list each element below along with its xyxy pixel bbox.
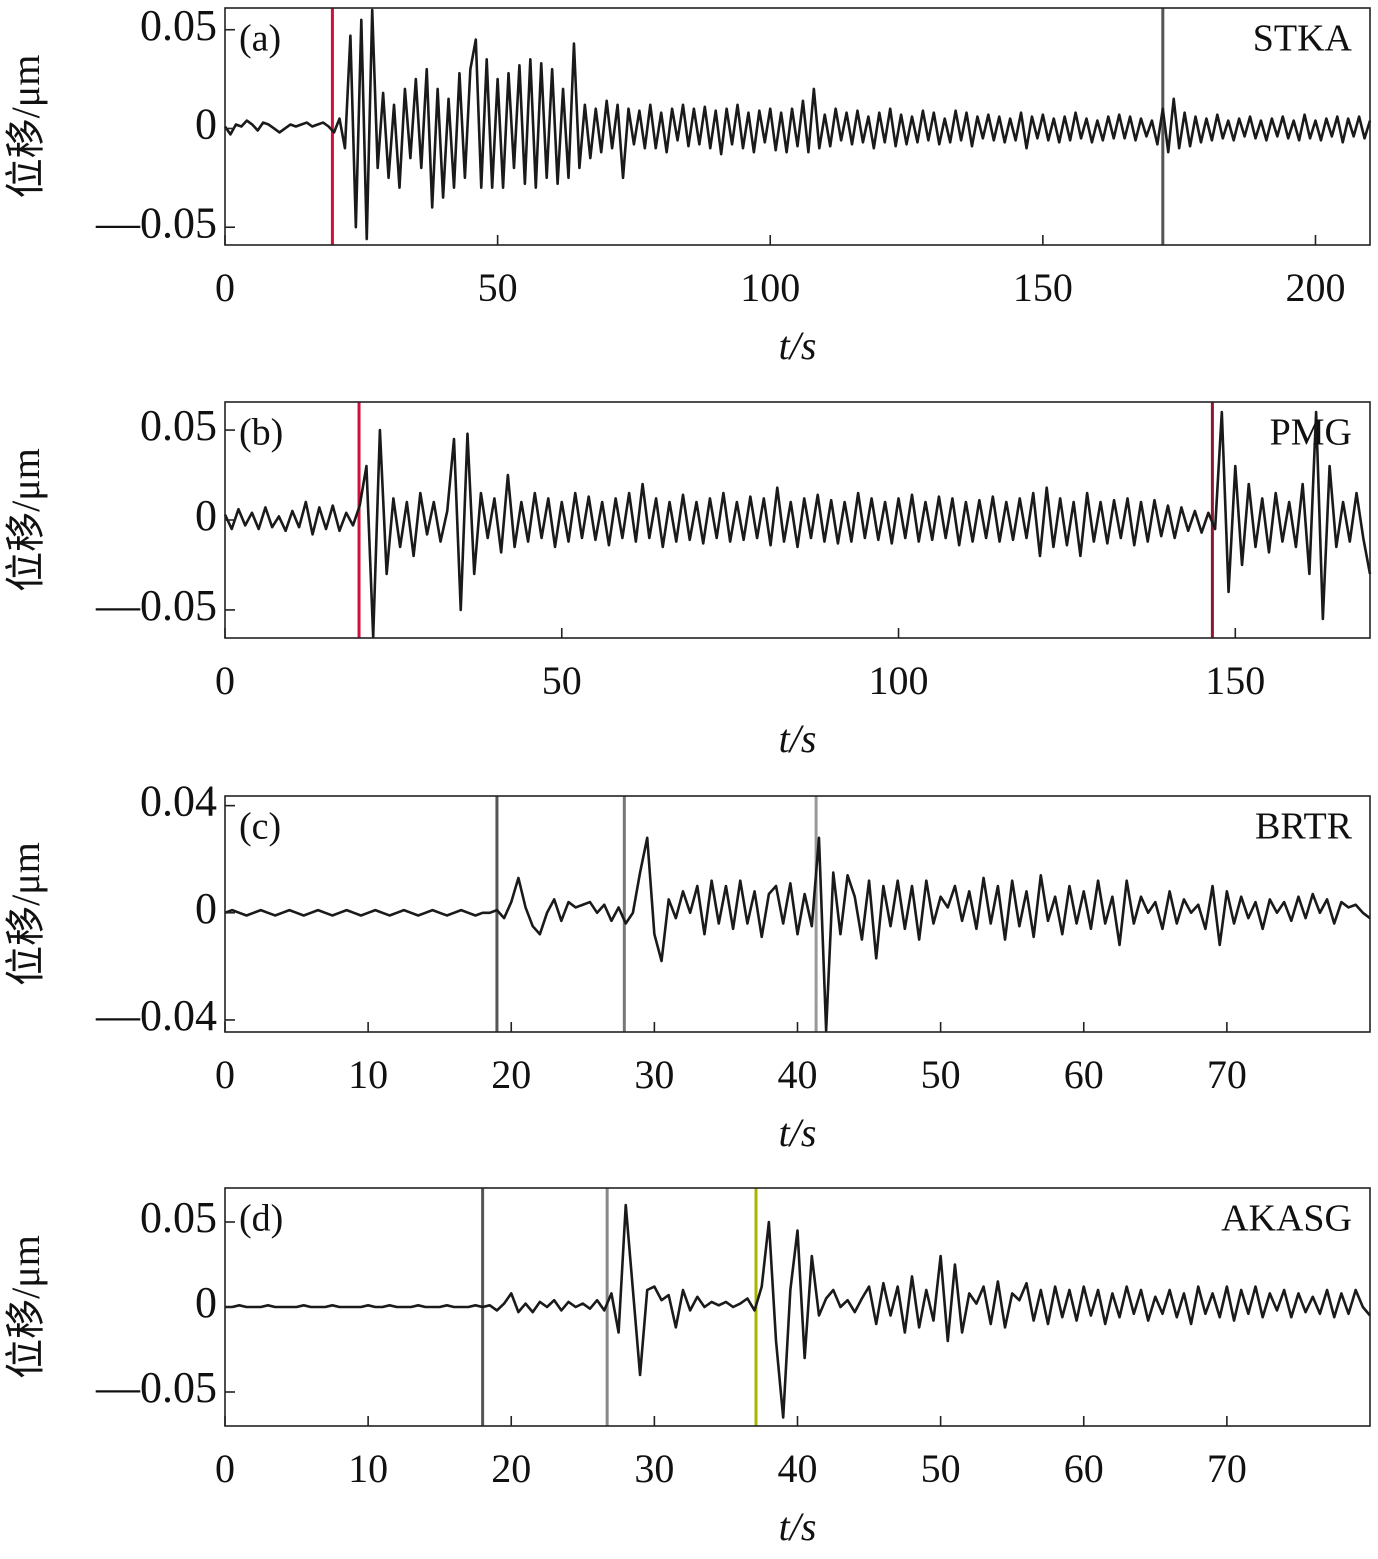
panel-label: (c): [239, 806, 281, 848]
x-tick-label: 20: [491, 1446, 531, 1491]
x-tick-label: 100: [869, 658, 929, 703]
x-tick-label: 20: [491, 1052, 531, 1097]
y-tick-label: —0.05: [95, 581, 217, 630]
x-tick-label: 150: [1205, 658, 1265, 703]
x-tick-label: 200: [1285, 265, 1345, 310]
waveform: [224, 836, 1371, 1032]
x-tick-label: 0: [215, 658, 235, 703]
y-tick-label: 0: [195, 491, 217, 540]
station-name: AKASG: [1221, 1198, 1352, 1240]
panel: 0 10 20 30 40 50 60 70 —0.05 0 0.05 (d) AKASG t/s 位移/μ…: [3, 1187, 1371, 1549]
y-tick-label: —0.05: [95, 1363, 217, 1412]
x-tick-label: 100: [740, 265, 800, 310]
x-axis-label: t/s: [779, 1504, 817, 1549]
station-name: BRTR: [1255, 806, 1353, 848]
y-tick-label: —0.05: [95, 198, 217, 247]
x-tick-label: 0: [215, 1446, 235, 1491]
x-axis-label: t/s: [779, 323, 817, 368]
y-tick-label: 0: [195, 100, 217, 149]
x-axis-label: t/s: [779, 716, 817, 761]
x-tick-label: 70: [1207, 1446, 1247, 1491]
plot-frame: [224, 7, 1371, 246]
y-tick-label: 0: [195, 1278, 217, 1327]
x-tick-label: 30: [634, 1446, 674, 1491]
y-axis-label: 位移/μm: [3, 1235, 48, 1379]
station-name: PMG: [1270, 412, 1352, 454]
y-tick-label: 0.05: [140, 401, 217, 450]
x-tick-label: 150: [1013, 265, 1073, 310]
x-tick-label: 70: [1207, 1052, 1247, 1097]
panel-label: (a): [239, 18, 281, 60]
x-tick-label: 40: [778, 1052, 818, 1097]
x-axis-label: t/s: [779, 1110, 817, 1155]
x-tick-label: 50: [921, 1052, 961, 1097]
x-tick-label: 30: [634, 1052, 674, 1097]
x-tick-label: 50: [921, 1446, 961, 1491]
panel: 0 10 20 30 40 50 60 70 —0.04 0 0.04 (c) BRTR t/s 位移/μm: [3, 777, 1371, 1155]
waveform: [223, 410, 1372, 639]
x-tick-label: 40: [778, 1446, 818, 1491]
x-tick-label: 0: [215, 265, 235, 310]
panel: 0 50 100 150 —0.05 0 0.05 (b) PMG t/s 位移/μm: [3, 401, 1372, 761]
panel-label: (d): [239, 1198, 283, 1240]
x-tick-label: 0: [215, 1052, 235, 1097]
x-tick-label: 50: [478, 265, 518, 310]
panel: 0 50 100 150 200 —0.05 0 0.05 (a) STKA t/s 位移/μm: [3, 1, 1372, 368]
y-tick-label: 0.05: [140, 1, 217, 50]
waveform: [223, 8, 1372, 241]
y-axis-label: 位移/μm: [3, 55, 48, 199]
x-tick-label: 60: [1064, 1446, 1104, 1491]
x-tick-label: 60: [1064, 1052, 1104, 1097]
y-tick-label: 0.04: [140, 777, 217, 826]
station-name: STKA: [1253, 18, 1353, 60]
x-tick-label: 10: [348, 1052, 388, 1097]
y-axis-label: 位移/μm: [3, 842, 48, 986]
y-axis-label: 位移/μm: [3, 448, 48, 592]
y-tick-label: —0.04: [95, 991, 217, 1040]
x-tick-label: 10: [348, 1446, 388, 1491]
y-tick-label: 0: [195, 884, 217, 933]
x-tick-label: 50: [542, 658, 582, 703]
y-tick-label: 0.05: [140, 1193, 217, 1242]
panel-label: (b): [239, 412, 283, 454]
waveform: [225, 1203, 1371, 1419]
